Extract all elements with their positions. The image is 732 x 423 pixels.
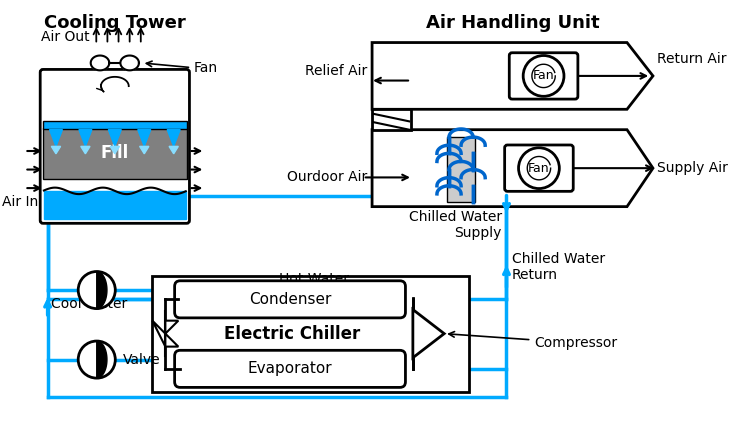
Text: Fan: Fan <box>528 162 550 175</box>
Text: Return Air: Return Air <box>657 52 726 66</box>
Circle shape <box>523 55 564 96</box>
Polygon shape <box>152 276 469 392</box>
Circle shape <box>518 148 559 189</box>
Text: Supply Air: Supply Air <box>657 161 728 175</box>
Polygon shape <box>44 191 186 219</box>
FancyBboxPatch shape <box>175 350 406 387</box>
Polygon shape <box>97 272 107 309</box>
Polygon shape <box>447 137 475 202</box>
Text: Compressor: Compressor <box>449 332 617 350</box>
FancyBboxPatch shape <box>175 281 406 318</box>
Text: Air Out: Air Out <box>41 30 90 44</box>
Text: Chilled Water
Return: Chilled Water Return <box>512 252 605 282</box>
Text: Cooling Tower: Cooling Tower <box>44 14 186 32</box>
Text: Chilled Water
Supply: Chilled Water Supply <box>408 210 502 240</box>
Polygon shape <box>169 146 179 154</box>
Text: Cool Water: Cool Water <box>51 297 127 311</box>
Polygon shape <box>120 55 139 70</box>
Polygon shape <box>43 128 187 179</box>
Polygon shape <box>50 130 62 146</box>
Polygon shape <box>79 130 92 146</box>
Polygon shape <box>138 130 151 146</box>
Text: Electric Chiller: Electric Chiller <box>224 325 360 343</box>
Text: Evaporator: Evaporator <box>247 361 332 376</box>
Polygon shape <box>372 130 653 206</box>
Polygon shape <box>413 310 444 358</box>
Polygon shape <box>91 55 109 70</box>
Circle shape <box>78 272 115 309</box>
Circle shape <box>78 341 115 378</box>
Text: Fan: Fan <box>533 69 554 82</box>
FancyBboxPatch shape <box>509 53 578 99</box>
Polygon shape <box>372 43 653 109</box>
Text: Fill: Fill <box>101 144 129 162</box>
FancyBboxPatch shape <box>40 69 190 223</box>
Polygon shape <box>97 341 107 378</box>
Polygon shape <box>108 130 122 146</box>
Polygon shape <box>152 321 165 346</box>
FancyBboxPatch shape <box>504 145 573 191</box>
Text: Valve: Valve <box>123 353 161 367</box>
Polygon shape <box>140 146 149 154</box>
Text: Fan: Fan <box>194 60 218 74</box>
Text: Air In: Air In <box>2 195 38 209</box>
Polygon shape <box>167 130 180 146</box>
Text: Ourdoor Air: Ourdoor Air <box>287 170 367 184</box>
Text: Condenser: Condenser <box>249 292 331 307</box>
Text: Air Handling Unit: Air Handling Unit <box>426 14 600 32</box>
Polygon shape <box>165 334 179 346</box>
Polygon shape <box>43 121 187 129</box>
Polygon shape <box>372 109 411 130</box>
Polygon shape <box>111 146 119 154</box>
Polygon shape <box>51 146 61 154</box>
Polygon shape <box>81 146 90 154</box>
Text: Relief Air: Relief Air <box>305 64 367 78</box>
Text: Hot Water: Hot Water <box>280 272 349 286</box>
Polygon shape <box>165 321 179 334</box>
